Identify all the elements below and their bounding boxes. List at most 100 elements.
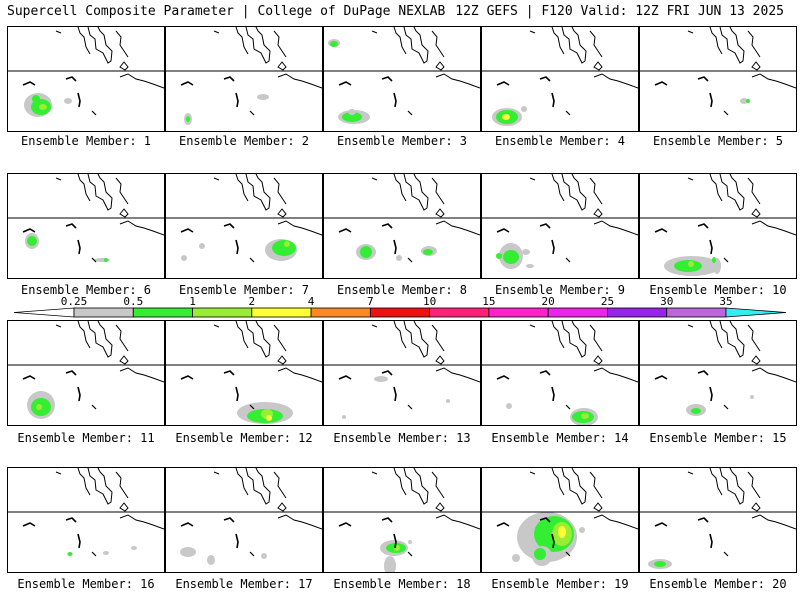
ensemble-member-label: Ensemble Member: 16 bbox=[17, 577, 155, 591]
map-plot bbox=[324, 174, 480, 263]
map-plot bbox=[482, 468, 638, 566]
parameter-contour bbox=[36, 404, 42, 410]
parameter-contour bbox=[266, 415, 272, 421]
parameter-contour bbox=[261, 553, 267, 559]
ensemble-member-label: Ensemble Member: 20 bbox=[649, 577, 787, 591]
ensemble-member-label: Ensemble Member: 10 bbox=[649, 283, 787, 297]
ensemble-panel-18 bbox=[323, 467, 481, 573]
parameter-contour bbox=[396, 255, 402, 261]
ensemble-member-label: Ensemble Member: 7 bbox=[178, 283, 310, 297]
parameter-contour bbox=[654, 561, 666, 567]
map-plot bbox=[166, 321, 322, 424]
parameter-contour bbox=[103, 551, 109, 555]
parameter-contour bbox=[750, 395, 754, 399]
parameter-contour bbox=[384, 556, 396, 572]
ensemble-panel-8 bbox=[323, 173, 481, 279]
parameter-contour bbox=[207, 555, 215, 565]
ensemble-panel-1 bbox=[7, 26, 165, 132]
ensemble-member-label: Ensemble Member: 12 bbox=[175, 431, 313, 445]
parameter-contour bbox=[506, 403, 512, 409]
colorbar-segment bbox=[251, 307, 312, 318]
ensemble-member-label: Ensemble Member: 1 bbox=[20, 134, 152, 148]
colorbar-segment bbox=[547, 307, 608, 318]
colorbar-max-arrow bbox=[725, 307, 787, 318]
parameter-contour bbox=[180, 547, 196, 557]
parameter-contour bbox=[348, 109, 356, 115]
colorbar-segment bbox=[73, 307, 134, 318]
ensemble-panel-12 bbox=[165, 320, 323, 426]
parameter-contour bbox=[330, 41, 338, 47]
ensemble-panel-15 bbox=[639, 320, 797, 426]
ensemble-member-label: Ensemble Member: 19 bbox=[491, 577, 629, 591]
parameter-contour bbox=[181, 255, 187, 261]
map-plot bbox=[8, 174, 164, 263]
ensemble-member-label: Ensemble Member: 9 bbox=[494, 283, 626, 297]
parameter-contour bbox=[27, 236, 37, 246]
ensemble-panel-16 bbox=[7, 467, 165, 573]
ensemble-member-label: Ensemble Member: 14 bbox=[491, 431, 629, 445]
ensemble-panel-4 bbox=[481, 26, 639, 132]
parameter-contour bbox=[581, 413, 589, 419]
map-plot bbox=[8, 321, 164, 419]
map-plot bbox=[324, 321, 480, 419]
map-plot bbox=[640, 174, 796, 276]
parameter-contour bbox=[688, 261, 694, 267]
ensemble-panel-14 bbox=[481, 320, 639, 426]
map-plot bbox=[324, 27, 480, 124]
map-plot bbox=[8, 468, 164, 557]
ensemble-panel-17 bbox=[165, 467, 323, 573]
map-plot bbox=[166, 174, 322, 263]
ensemble-member-label: Ensemble Member: 3 bbox=[336, 134, 468, 148]
parameter-contour bbox=[131, 546, 137, 550]
parameter-contour bbox=[691, 408, 701, 414]
colorbar-segment bbox=[132, 307, 193, 318]
ensemble-member-label: Ensemble Member: 6 bbox=[20, 283, 152, 297]
ensemble-member-label: Ensemble Member: 8 bbox=[336, 283, 468, 297]
ensemble-member-label: Ensemble Member: 11 bbox=[17, 431, 155, 445]
parameter-contour bbox=[534, 548, 546, 560]
parameter-contour bbox=[342, 112, 362, 122]
map-plot bbox=[482, 321, 638, 425]
colorbar-segment bbox=[666, 307, 727, 318]
parameter-contour bbox=[360, 246, 372, 258]
parameter-contour bbox=[746, 99, 750, 103]
ensemble-member-label: Ensemble Member: 18 bbox=[333, 577, 471, 591]
parameter-contour bbox=[423, 249, 433, 255]
ensemble-member-label: Ensemble Member: 4 bbox=[494, 134, 626, 148]
parameter-contour bbox=[446, 399, 450, 403]
colorbar-segment bbox=[607, 307, 668, 318]
parameter-contour bbox=[526, 264, 534, 268]
parameter-contour bbox=[284, 241, 290, 247]
colorbar-min-arrow bbox=[13, 307, 75, 318]
ensemble-panel-13 bbox=[323, 320, 481, 426]
ensemble-panel-19 bbox=[481, 467, 639, 573]
parameter-contour bbox=[674, 260, 702, 272]
parameter-contour bbox=[503, 250, 519, 264]
parameter-contour bbox=[186, 116, 190, 122]
parameter-contour bbox=[579, 527, 585, 533]
map-plot bbox=[640, 27, 796, 116]
parameter-contour bbox=[342, 415, 346, 419]
colorbar-segment bbox=[429, 307, 490, 318]
ensemble-panel-2 bbox=[165, 26, 323, 132]
map-plot bbox=[640, 468, 796, 569]
ensemble-member-label: Ensemble Member: 15 bbox=[649, 431, 787, 445]
parameter-contour bbox=[374, 376, 388, 382]
parameter-contour bbox=[496, 253, 502, 259]
parameter-contour bbox=[272, 240, 296, 256]
parameter-contour bbox=[32, 95, 40, 103]
colorbar-segment bbox=[192, 307, 253, 318]
map-plot bbox=[166, 468, 322, 565]
parameter-contour bbox=[502, 114, 510, 120]
parameter-contour bbox=[408, 540, 412, 544]
map-plot bbox=[166, 27, 322, 125]
parameter-contour bbox=[39, 104, 47, 110]
parameter-contour bbox=[740, 98, 748, 104]
colorbar-segment bbox=[488, 307, 549, 318]
parameter-contour bbox=[512, 554, 520, 562]
parameter-contour bbox=[68, 552, 72, 556]
parameter-contour bbox=[712, 257, 716, 263]
ensemble-panel-3 bbox=[323, 26, 481, 132]
ensemble-member-label: Ensemble Member: 13 bbox=[333, 431, 471, 445]
parameter-contour bbox=[522, 249, 530, 255]
